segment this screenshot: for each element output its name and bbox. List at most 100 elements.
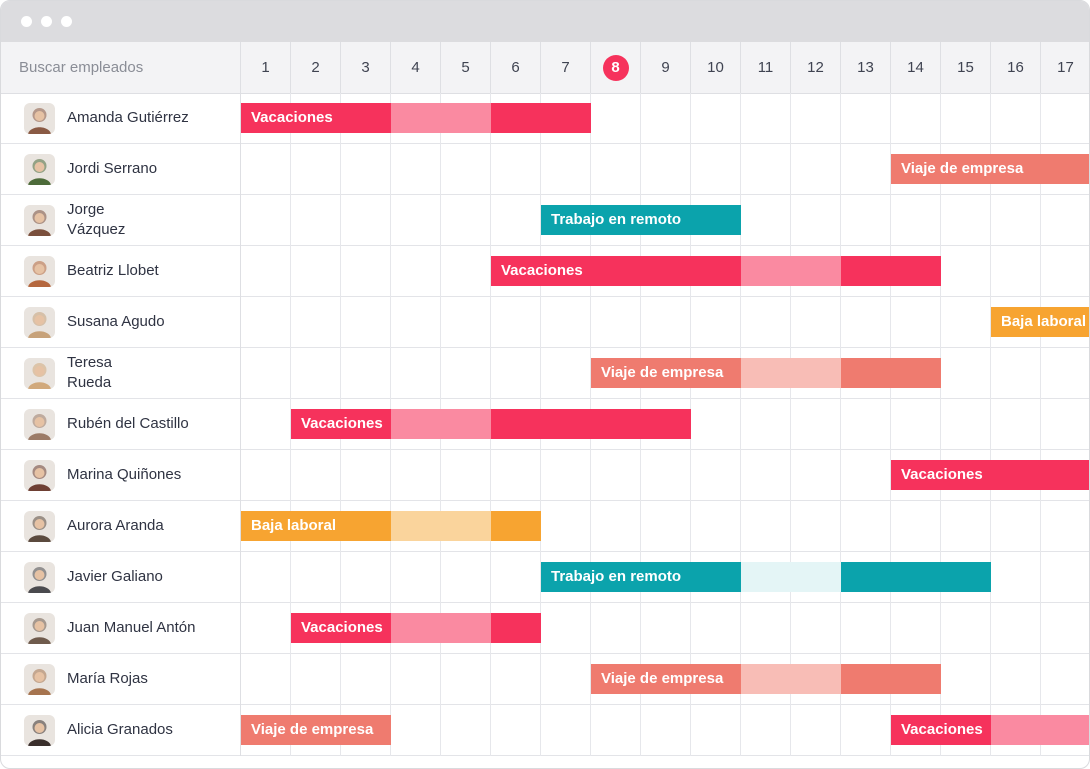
day-header-9[interactable]: 9: [640, 42, 690, 93]
employee-cell[interactable]: María Rojas: [1, 654, 241, 705]
grid-line: [490, 246, 491, 297]
avatar-icon: [24, 154, 55, 185]
day-header-2[interactable]: 2: [290, 42, 340, 93]
absence-bar-segment[interactable]: [991, 307, 1089, 337]
employee-cell[interactable]: Teresa Rueda: [1, 348, 241, 399]
day-header-4[interactable]: 4: [390, 42, 440, 93]
grid-line: [890, 93, 891, 144]
absence-bar-segment[interactable]: [741, 664, 841, 694]
window-dot-icon[interactable]: [61, 16, 72, 27]
employee-cell[interactable]: Aurora Aranda: [1, 501, 241, 552]
employee-name-text: Marina Quiñones: [67, 466, 182, 483]
grid-line: [840, 399, 841, 450]
grid-line: [640, 297, 641, 348]
day-number: 1: [261, 59, 270, 76]
avatar-icon: [24, 613, 55, 644]
day-header-10[interactable]: 10: [690, 42, 740, 93]
employee-cell[interactable]: Beatriz Llobet: [1, 246, 241, 297]
employee-cell[interactable]: Rubén del Castillo: [1, 399, 241, 450]
grid-line: [740, 450, 741, 501]
grid-line: [790, 501, 791, 552]
table-row: Aurora Aranda Baja laboral: [1, 501, 1089, 552]
absence-bar-segment[interactable]: [741, 562, 841, 592]
absence-bar-segment[interactable]: [291, 409, 391, 439]
absence-bar-segment[interactable]: [491, 613, 541, 643]
absence-bar-segment[interactable]: [891, 715, 991, 745]
window-dot-icon[interactable]: [21, 16, 32, 27]
employee-name-text: Teresa Rueda: [67, 354, 113, 391]
absence-bar-segment[interactable]: [741, 256, 841, 286]
absence-bar-segment[interactable]: [891, 460, 1089, 490]
absence-bar-segment[interactable]: [841, 562, 991, 592]
absence-bar-segment[interactable]: [391, 613, 491, 643]
day-header-15[interactable]: 15: [940, 42, 990, 93]
employee-cell[interactable]: Susana Agudo: [1, 297, 241, 348]
employee-cell[interactable]: Javier Galiano: [1, 552, 241, 603]
absence-bar-segment[interactable]: [591, 358, 741, 388]
day-number: 11: [757, 59, 774, 76]
grid-line: [840, 297, 841, 348]
absence-bar-segment[interactable]: [841, 664, 941, 694]
absence-bar-segment[interactable]: [391, 511, 491, 541]
absence-bar-segment[interactable]: [291, 613, 391, 643]
employee-cell[interactable]: Jordi Serrano: [1, 144, 241, 195]
grid-line: [340, 297, 341, 348]
day-header-3[interactable]: 3: [340, 42, 390, 93]
absence-bar-segment[interactable]: [391, 103, 491, 133]
day-number: 5: [461, 59, 470, 76]
grid-line: [540, 654, 541, 705]
grid-line: [440, 246, 441, 297]
employee-cell[interactable]: Marina Quiñones: [1, 450, 241, 501]
employee-cell[interactable]: Amanda Gutiérrez: [1, 93, 241, 144]
absence-bar-segment[interactable]: [491, 511, 541, 541]
window-dot-icon[interactable]: [41, 16, 52, 27]
absence-bar-segment[interactable]: [841, 358, 941, 388]
absence-bar-segment[interactable]: [491, 103, 591, 133]
absence-bar-segment[interactable]: [741, 358, 841, 388]
absence-bar-segment[interactable]: [541, 205, 741, 235]
grid-line: [390, 552, 391, 603]
grid-line: [290, 195, 291, 246]
day-header-7[interactable]: 7: [540, 42, 590, 93]
grid-line: [440, 348, 441, 399]
absence-bar-segment[interactable]: [241, 715, 391, 745]
absence-bar-segment[interactable]: [841, 256, 941, 286]
absence-bar-segment[interactable]: [491, 256, 741, 286]
avatar-icon: [24, 256, 55, 287]
grid-line: [540, 348, 541, 399]
day-header-12[interactable]: 12: [790, 42, 840, 93]
grid-line: [540, 144, 541, 195]
absence-bar-segment[interactable]: [991, 715, 1089, 745]
employee-cell[interactable]: Jorge Vázquez: [1, 195, 241, 246]
grid-line: [1040, 93, 1041, 144]
employee-name-text: Susana Agudo: [67, 313, 165, 330]
absence-bar-segment[interactable]: [391, 409, 491, 439]
absence-bar-segment[interactable]: [491, 409, 691, 439]
absence-bar-segment[interactable]: [241, 511, 391, 541]
grid-line: [790, 399, 791, 450]
absence-bar-segment[interactable]: [891, 154, 1089, 184]
table-row: Javier Galiano Trabajo en remoto: [1, 552, 1089, 603]
day-header-13[interactable]: 13: [840, 42, 890, 93]
day-header-1[interactable]: 1: [240, 42, 290, 93]
day-header-16[interactable]: 16: [990, 42, 1040, 93]
absence-bar-segment[interactable]: [591, 664, 741, 694]
day-header-8[interactable]: 8: [590, 42, 640, 93]
grid-line: [890, 501, 891, 552]
day-header-17[interactable]: 17: [1040, 42, 1089, 93]
day-header-11[interactable]: 11: [740, 42, 790, 93]
day-header-5[interactable]: 5: [440, 42, 490, 93]
grid-line: [340, 246, 341, 297]
day-header-14[interactable]: 14: [890, 42, 940, 93]
grid-line: [340, 144, 341, 195]
search-input[interactable]: [19, 56, 229, 78]
employee-cell[interactable]: Alicia Granados: [1, 705, 241, 756]
absence-bar-segment[interactable]: [241, 103, 391, 133]
employee-cell[interactable]: Juan Manuel Antón: [1, 603, 241, 654]
day-header-6[interactable]: 6: [490, 42, 540, 93]
grid-line: [540, 195, 541, 246]
absence-bar-segment[interactable]: [541, 562, 741, 592]
today-badge: 8: [602, 55, 629, 81]
avatar-icon: [24, 715, 55, 746]
avatar: [24, 358, 55, 389]
